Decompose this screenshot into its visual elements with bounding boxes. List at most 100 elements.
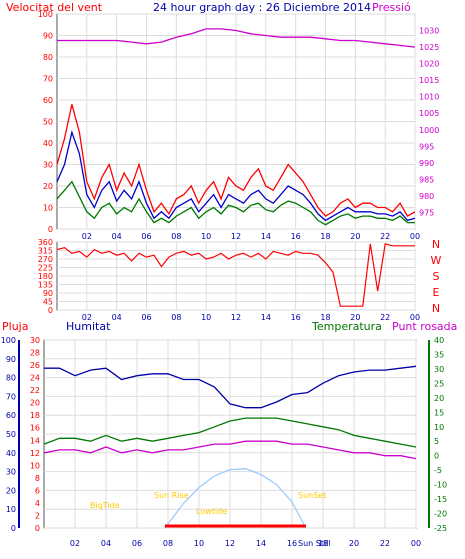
wind-y-tick-label: 10 <box>43 204 53 213</box>
compass-label: N <box>432 302 440 315</box>
rain-y-tick-label: 70 <box>6 392 16 401</box>
humidity-y-tick-label: 6 <box>35 486 40 495</box>
pressure-y-tick-label: 1010 <box>419 93 439 102</box>
rain-axis-label: Pluja <box>2 320 28 333</box>
wind-y-tick-label: 20 <box>43 182 53 191</box>
direction-y-tick-label: 225 <box>38 264 53 273</box>
temperature-y-tick-label: 15 <box>434 408 444 417</box>
wind-y-tick-label: 40 <box>43 139 53 148</box>
temperature-y-tick-label: 0 <box>434 452 439 461</box>
wind-x-tick-label: 10 <box>201 232 211 241</box>
temperature-axis-label: Temperatura <box>311 320 382 333</box>
wind-x-tick-label: 14 <box>261 232 271 241</box>
humidity-x-tick-label: 12 <box>225 539 235 548</box>
wind-x-tick-label: 22 <box>380 232 390 241</box>
temperature-y-tick-label: 30 <box>434 365 444 374</box>
pressure-y-tick-label: 1000 <box>419 126 439 135</box>
rain-y-tick-label: 50 <box>6 430 16 439</box>
direction-x-tick-label: 20 <box>350 313 360 322</box>
wind-y-tick-label: 30 <box>43 161 53 170</box>
wind-x-tick-label: 18 <box>320 232 330 241</box>
direction-x-tick-label: 12 <box>231 313 241 322</box>
humidity-x-tick-label: 04 <box>101 539 111 548</box>
direction-y-tick-label: 0 <box>48 306 53 315</box>
humidity-x-tick-label: 08 <box>163 539 173 548</box>
series-punt-rosada <box>43 440 417 460</box>
temperature-y-tick-label: -25 <box>434 524 447 533</box>
humidity-x-tick-label: 14 <box>256 539 266 548</box>
wind-y-tick-label: 60 <box>43 96 53 105</box>
humidity-y-tick-label: 0 <box>35 524 40 533</box>
temperature-y-tick-label: 20 <box>434 394 444 403</box>
humidity-x-tick-label: 22 <box>380 539 390 548</box>
wind-speed-title: Velocitat del vent <box>6 1 103 14</box>
direction-y-tick-label: 45 <box>43 298 53 307</box>
wind-series-speed <box>56 180 415 226</box>
dewpoint-axis-label: Punt rosada <box>392 320 457 333</box>
wind-x-tick-label: 20 <box>350 232 360 241</box>
humidity-y-tick-label: 2 <box>35 511 40 520</box>
humidity-series <box>43 365 417 529</box>
humidity-x-tick-label: 06 <box>132 539 142 548</box>
direction-y-tick-label: 270 <box>38 255 53 264</box>
humidity-x-tick-label: 18 <box>318 539 328 548</box>
direction-x-tick-label: 04 <box>112 313 122 322</box>
pressure-y-tick-label: 980 <box>419 192 434 201</box>
pressure-y-tick-label: 975 <box>419 208 434 217</box>
humidity-y-tick-label: 10 <box>30 461 40 470</box>
direction-x-tick-label: 10 <box>201 313 211 322</box>
temperature-y-tick-label: -10 <box>434 481 447 490</box>
rain-y-tick-label: 100 <box>1 336 16 345</box>
rain-y-tick-label: 90 <box>6 355 16 364</box>
wind-x-tick-label: 02 <box>82 232 92 241</box>
series-sun <box>164 468 307 529</box>
wind-x-tick-label: 08 <box>171 232 181 241</box>
direction-series-line <box>56 243 415 307</box>
temperature-y-tick-label: 5 <box>434 437 439 446</box>
series-humitat <box>44 365 417 409</box>
direction-x-tick-label: 00 <box>410 313 420 322</box>
wind-y-tick-label: 70 <box>43 75 53 84</box>
wind-series-average <box>56 129 416 222</box>
humidity-x-tick-label: 02 <box>70 539 80 548</box>
direction-x-tick-label: 06 <box>141 313 151 322</box>
sunstill-label: Sun Still <box>298 539 331 548</box>
pressure-title: Pressió <box>372 1 411 14</box>
pressure-y-tick-label: 1015 <box>419 76 439 85</box>
sunrise-label: Sun Rise <box>154 491 189 500</box>
sunset-label: SunSet <box>298 491 326 500</box>
humidity-x-tick-label: 20 <box>349 539 359 548</box>
wind-x-tick-label: 04 <box>112 232 122 241</box>
compass-label: N <box>432 238 440 251</box>
rain-y-tick-label: 80 <box>6 374 16 383</box>
direction-x-tick-label: 22 <box>380 313 390 322</box>
humidity-y-tick-label: 26 <box>30 361 40 370</box>
wind-y-tick-label: 90 <box>43 32 53 41</box>
direction-y-tick-label: 315 <box>38 247 53 256</box>
series-temperatura <box>43 417 417 448</box>
direction-y-tick-label: 180 <box>38 272 53 281</box>
humidity-y-tick-label: 18 <box>30 411 40 420</box>
graph-date-title: 24 hour graph day : 26 Diciembre 2014 <box>153 1 371 14</box>
rain-y-tick-label: 10 <box>6 505 16 514</box>
humidity-y-tick-label: 14 <box>30 436 40 445</box>
humidity-y-tick-label: 4 <box>35 499 40 508</box>
pressure-y-tick-label: 1005 <box>419 109 439 118</box>
direction-series <box>56 243 415 307</box>
direction-x-tick-label: 14 <box>261 313 271 322</box>
compass-label: E <box>433 286 440 299</box>
rain-y-tick-label: 30 <box>6 468 16 477</box>
temperature-y-tick-label: 35 <box>434 350 444 359</box>
direction-x-tick-label: 18 <box>320 313 330 322</box>
wind-y-tick-label: 0 <box>48 225 53 234</box>
wind-x-tick-label: 00 <box>410 232 420 241</box>
pressure-y-tick-label: 1025 <box>419 43 439 52</box>
humidity-y-tick-label: 30 <box>30 336 40 345</box>
direction-x-tick-label: 16 <box>291 313 301 322</box>
humidity-x-tick-label: 10 <box>194 539 204 548</box>
wind-series-pressi <box>57 28 416 48</box>
humidity-y-tick-label: 16 <box>30 424 40 433</box>
